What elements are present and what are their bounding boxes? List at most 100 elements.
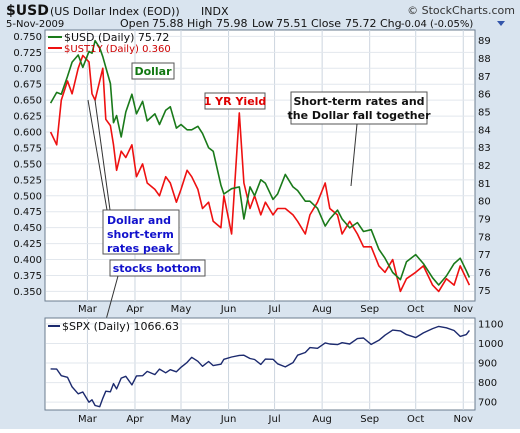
left-axis: 0.750 0.725 0.700 0.675 0.650 0.625 0.600 0.575… [13, 32, 42, 298]
annotation-peak: Dollar and short-term rates peak [102, 209, 180, 255]
y-tick-label-left: 0.625 [13, 112, 42, 123]
header-date: 5-Nov-2009 [6, 19, 64, 30]
spx-y-tick-label: 1100 [478, 319, 503, 330]
y-tick-label-right: 87 [478, 72, 491, 83]
chg-label: Chg [380, 17, 402, 30]
annotation-peak-line2: short-term [107, 228, 174, 241]
y-tick-label-right: 79 [478, 214, 491, 225]
series-line-ust1y [49, 54, 471, 293]
peak-pointer-1 [87, 99, 108, 211]
y-tick-label-left: 0.600 [13, 128, 42, 139]
y-tick-label-right: 88 [478, 54, 491, 65]
x-tick-label: Jul [268, 414, 281, 425]
y-tick-label-left: 0.350 [13, 287, 42, 298]
open-value: 75.88 [152, 17, 184, 30]
y-tick-label-right: 80 [478, 197, 491, 208]
low-label: Low [252, 17, 274, 30]
short-term-pointer [350, 123, 358, 187]
annotation-yield: 1 YR Yield [204, 92, 267, 110]
y-tick-label-right: 75 [478, 286, 491, 297]
y-tick-label-left: 0.400 [13, 255, 42, 266]
ticker-symbol: $USD [6, 3, 49, 19]
price-series [49, 39, 471, 293]
peak-pointer-2 [94, 99, 111, 211]
y-tick-label-left: 0.450 [13, 223, 42, 234]
x-tick-label: Jun [220, 304, 237, 315]
series-line-usd [49, 39, 471, 286]
series-line-spx [50, 325, 470, 408]
y-tick-label-left: 0.700 [13, 64, 42, 75]
x-tick-label: Nov [453, 304, 473, 315]
y-tick-label-left: 0.375 [13, 271, 42, 282]
annotation-stocks-text: stocks bottom [113, 262, 202, 275]
x-tick-label: Jul [268, 304, 281, 315]
x-tick-label: Oct [407, 414, 424, 425]
annotation-dollar: Dollar [131, 62, 175, 80]
y-tick-label-left: 0.650 [13, 96, 42, 107]
y-tick-label-right: 78 [478, 232, 491, 243]
high-label: High [187, 17, 212, 30]
annotation-short-term-line2: the Dollar fall together [288, 109, 432, 122]
spx-y-tick-label: 900 [478, 359, 497, 370]
x-tick-label: Apr [126, 304, 144, 315]
price-x-axis: Mar Apr May Jun Jul Aug Sep Oct Nov [78, 304, 473, 315]
annotation-stocks: stocks bottom [109, 259, 206, 277]
x-tick-label: Nov [453, 414, 473, 425]
y-tick-label-left: 0.475 [13, 207, 42, 218]
chg-value: -0.04 (-0.05%) [401, 19, 473, 30]
spx-y-tick-label: 800 [478, 378, 497, 389]
x-tick-label: Apr [126, 414, 144, 425]
y-tick-label-right: 86 [478, 90, 491, 101]
high-value: 75.98 [216, 17, 248, 30]
right-axis: 89 88 87 86 85 84 83 82 81 80 79 78 77 76 75 [478, 36, 491, 297]
annotation-short-term: Short-term rates and the Dollar fall tog… [288, 91, 432, 125]
y-tick-label-left: 0.425 [13, 239, 42, 250]
open-label: Open [120, 17, 149, 30]
spx-right-axis: 1100 1000 900 800 700 [478, 319, 503, 408]
y-tick-label-left: 0.550 [13, 159, 42, 170]
chg-down-arrow-icon[interactable] [497, 21, 505, 26]
x-tick-label: Sep [360, 414, 379, 425]
low-value: 75.51 [276, 17, 308, 30]
y-tick-label-right: 77 [478, 250, 491, 261]
legend-ust-label: $UST1Y (Daily) 0.360 [64, 44, 171, 55]
annotation-short-term-line1: Short-term rates and [293, 95, 424, 108]
legend-usd-label: $USD (Daily) 75.72 [64, 31, 169, 44]
y-tick-label-left: 0.675 [13, 80, 42, 91]
close-value: 75.72 [345, 17, 377, 30]
x-tick-label: Mar [78, 304, 98, 315]
y-tick-label-right: 83 [478, 143, 491, 154]
y-tick-label-right: 76 [478, 268, 491, 279]
annotation-dollar-text: Dollar [134, 65, 172, 78]
close-label: Close [311, 17, 341, 30]
y-tick-label-left: 0.575 [13, 143, 42, 154]
annotation-peak-line1: Dollar and [107, 214, 171, 227]
y-tick-label-left: 0.500 [13, 191, 42, 202]
spx-y-tick-label: 700 [478, 398, 497, 409]
x-tick-label: Oct [407, 304, 424, 315]
ticker-description: (US Dollar Index (EOD)) [50, 5, 180, 18]
chart-legend: $USD (Daily) 75.72 $UST1Y (Daily) 0.360 [48, 31, 171, 55]
x-tick-label: May [171, 304, 192, 315]
y-tick-label-right: 81 [478, 179, 491, 190]
y-tick-label-left: 0.725 [13, 48, 42, 59]
y-tick-label-right: 85 [478, 108, 491, 119]
x-tick-label: Jun [220, 414, 237, 425]
spx-y-tick-label: 1000 [478, 339, 503, 350]
y-tick-label-left: 0.750 [13, 32, 42, 43]
y-tick-label-right: 82 [478, 161, 491, 172]
exchange-label: INDX [201, 5, 229, 18]
x-tick-label: Aug [312, 304, 332, 315]
x-tick-label: Sep [360, 304, 379, 315]
annotation-yield-text: 1 YR Yield [204, 95, 267, 108]
y-tick-label-right: 84 [478, 125, 491, 136]
y-tick-label-left: 0.525 [13, 175, 42, 186]
x-tick-label: May [171, 414, 192, 425]
spx-series [50, 325, 470, 408]
spx-x-axis: Mar Apr May Jun Jul Aug Sep Oct Nov [78, 414, 473, 425]
legend-spx-label: $SPX (Daily) 1066.63 [62, 320, 179, 333]
copyright-label: © StockCharts.com [407, 4, 515, 17]
y-tick-label-right: 89 [478, 36, 491, 47]
